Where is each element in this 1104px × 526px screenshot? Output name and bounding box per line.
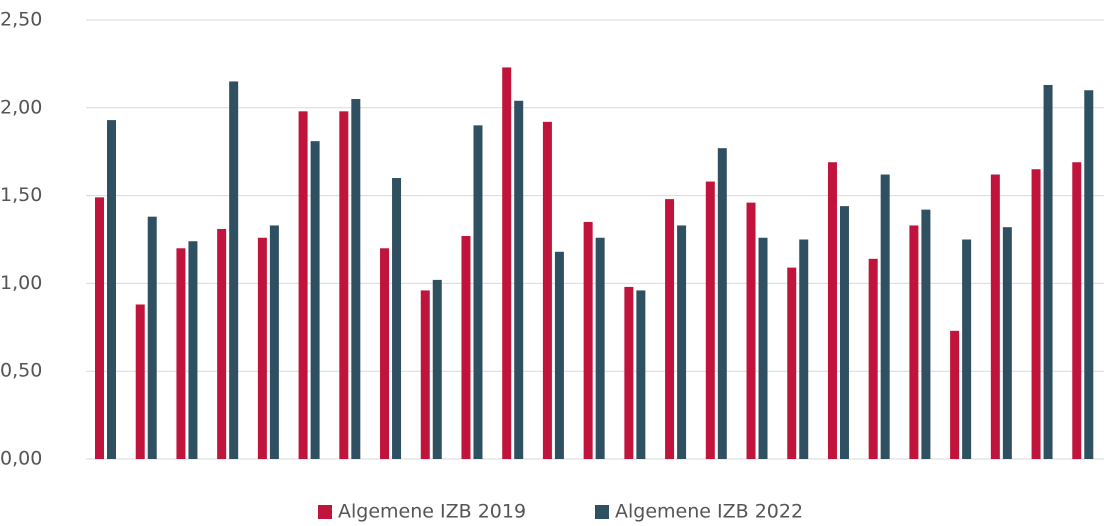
- bar: [1031, 169, 1041, 459]
- bar: [188, 241, 198, 459]
- bar: [665, 199, 675, 459]
- legend-label: Algemene IZB 2019: [338, 501, 526, 523]
- bar: [473, 125, 483, 460]
- bar: [392, 178, 402, 460]
- bar: [677, 225, 687, 459]
- bar: [269, 225, 279, 459]
- bar: [624, 286, 634, 459]
- bar: [229, 81, 239, 460]
- bar: [380, 248, 390, 459]
- bar: [514, 100, 524, 459]
- legend-swatch: [595, 505, 609, 519]
- bar: [1084, 90, 1094, 460]
- y-tick-label: 1,50: [0, 184, 42, 206]
- bar: [351, 99, 361, 460]
- bar: [432, 279, 442, 459]
- y-tick-label: 0,00: [0, 448, 42, 470]
- bar: [298, 111, 308, 459]
- bar: [705, 181, 715, 459]
- bar: [583, 221, 593, 459]
- legend-label: Algemene IZB 2022: [615, 501, 803, 523]
- bar: [420, 290, 430, 459]
- y-tick-label: 2,50: [0, 9, 42, 31]
- bar: [95, 197, 104, 459]
- bar: [880, 174, 890, 459]
- bar: [962, 239, 972, 459]
- y-tick-label: 2,00: [0, 96, 42, 118]
- bar: [950, 330, 960, 459]
- bar: [339, 111, 349, 459]
- bar: [746, 202, 756, 459]
- bar: [1072, 162, 1082, 459]
- bar: [461, 235, 471, 459]
- bar: [310, 141, 320, 459]
- bar: [868, 258, 878, 459]
- bar: [257, 237, 267, 459]
- bar: [542, 121, 552, 460]
- bar: [1043, 84, 1053, 460]
- bar: [595, 237, 605, 459]
- bar: [217, 228, 227, 459]
- bar: [787, 267, 797, 459]
- bar: [827, 162, 837, 459]
- bar: [636, 290, 646, 459]
- bar: [107, 120, 116, 459]
- bar: [799, 239, 809, 459]
- bar: [909, 225, 919, 459]
- bar: [176, 248, 186, 459]
- bar: [554, 251, 564, 459]
- y-tick-label: 1,00: [0, 272, 42, 294]
- bar: [990, 174, 1000, 459]
- y-tick-label: 0,50: [0, 360, 42, 382]
- bar: [839, 206, 849, 459]
- bar: [921, 209, 931, 459]
- bar: [717, 148, 727, 460]
- bar: [502, 67, 512, 460]
- bar: [1002, 227, 1012, 459]
- bar: [758, 237, 768, 459]
- bar: [147, 216, 157, 459]
- bar: [135, 304, 145, 459]
- legend-swatch: [318, 505, 332, 519]
